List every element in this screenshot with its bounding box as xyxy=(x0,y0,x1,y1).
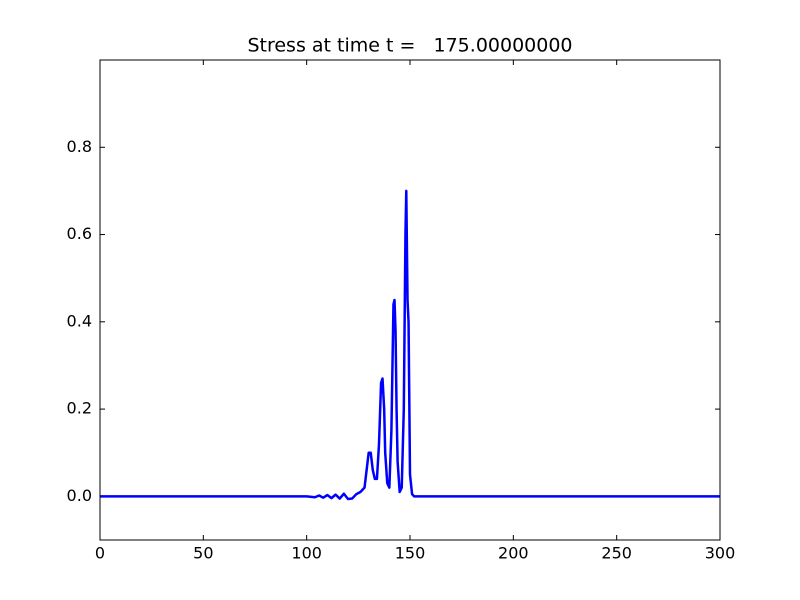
line xyxy=(100,189,720,501)
x-tick-label: 250 xyxy=(601,544,632,563)
plot-frame xyxy=(99,59,721,541)
x-tick-label: 300 xyxy=(705,544,736,563)
y-tick-label: 0.2 xyxy=(67,399,92,418)
x-tick-label: 200 xyxy=(498,544,529,563)
y-tick-label: 0.6 xyxy=(67,224,92,243)
y-tick-label: 0.0 xyxy=(67,486,92,505)
y-tick-label: 0.4 xyxy=(67,311,92,330)
x-tick-label: 50 xyxy=(193,544,213,563)
x-tick-label: 150 xyxy=(395,544,426,563)
chart-title: Stress at time t = 175.00000000 xyxy=(247,35,572,57)
x-tick-label: 100 xyxy=(291,544,322,563)
y-tick-label: 0.8 xyxy=(67,137,92,156)
x-tick-label: 0 xyxy=(95,544,105,563)
